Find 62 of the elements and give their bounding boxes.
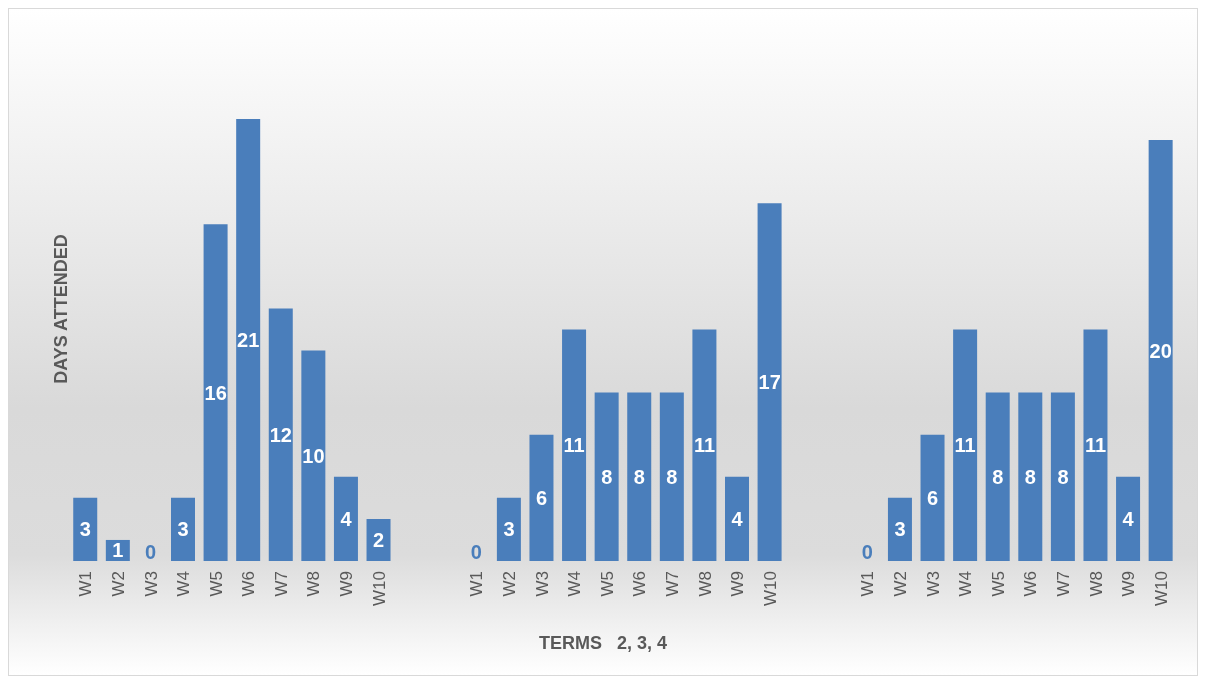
x-tick-label: W3 — [923, 571, 943, 597]
data-label: 6 — [927, 486, 939, 509]
data-label: 1 — [112, 539, 124, 562]
x-tick-label: W7 — [271, 571, 291, 597]
data-label: 16 — [204, 381, 227, 404]
data-label: 11 — [954, 434, 976, 457]
x-tick-label: W10 — [760, 571, 780, 606]
data-label: 4 — [1122, 507, 1135, 530]
data-label: 10 — [302, 444, 325, 467]
data-label: 12 — [269, 423, 292, 446]
data-label: 8 — [1024, 465, 1036, 488]
x-axis-title: TERMS 2, 3, 4 — [537, 633, 668, 654]
data-label: 8 — [1057, 465, 1069, 488]
x-tick-label: W10 — [1151, 571, 1171, 606]
x-tick-label: W3 — [141, 571, 161, 597]
data-label: 4 — [340, 507, 353, 530]
x-tick-label: W5 — [206, 571, 226, 597]
x-tick-label: W10 — [369, 571, 389, 606]
x-tick-label: W6 — [630, 571, 650, 597]
data-label: 11 — [563, 434, 585, 457]
x-tick-label: W2 — [500, 571, 520, 597]
data-label: 0 — [144, 541, 157, 563]
x-tick-label: W9 — [337, 571, 357, 597]
x-tick-label: W9 — [1119, 571, 1139, 597]
data-label: 0 — [861, 541, 873, 563]
x-tick-label: W7 — [662, 571, 682, 597]
data-label: 8 — [666, 465, 678, 488]
x-tick-label: W7 — [1054, 571, 1074, 597]
data-label: 6 — [535, 486, 548, 509]
x-tick-label: W6 — [239, 571, 259, 597]
x-tick-label: W6 — [1021, 571, 1041, 597]
x-tick-label: W3 — [532, 571, 552, 597]
x-tick-label: W8 — [1086, 571, 1106, 597]
x-tick-label: W9 — [728, 571, 748, 597]
x-tick-label: W4 — [174, 571, 194, 597]
x-tick-label: W2 — [108, 571, 128, 597]
data-label: 0 — [470, 541, 482, 563]
x-tick-label: W8 — [695, 571, 715, 597]
data-label: 20 — [1149, 339, 1172, 362]
data-label: 8 — [992, 465, 1004, 488]
x-tick-label: W2 — [891, 571, 911, 597]
data-label: 17 — [758, 371, 781, 394]
data-label: 11 — [1084, 434, 1107, 457]
x-tick-label: W1 — [467, 571, 487, 597]
data-label: 11 — [693, 434, 716, 457]
data-label: 3 — [894, 518, 906, 541]
data-label: 8 — [633, 465, 645, 488]
data-label: 21 — [237, 329, 260, 351]
data-label: 2 — [373, 528, 385, 551]
data-label: 3 — [79, 518, 91, 541]
y-axis-title: DAYS ATTENDED — [50, 234, 72, 384]
data-label: 3 — [177, 518, 189, 541]
data-label: 3 — [503, 518, 515, 541]
x-tick-label: W1 — [76, 571, 96, 597]
x-tick-label: W4 — [565, 571, 585, 597]
x-tick-label: W8 — [304, 571, 324, 597]
x-tick-label: W4 — [956, 571, 976, 597]
x-tick-label: W5 — [988, 571, 1008, 597]
x-tick-label: W1 — [858, 571, 878, 597]
data-label: 8 — [601, 465, 613, 488]
data-label: 4 — [731, 507, 744, 530]
x-tick-label: W5 — [597, 571, 617, 597]
